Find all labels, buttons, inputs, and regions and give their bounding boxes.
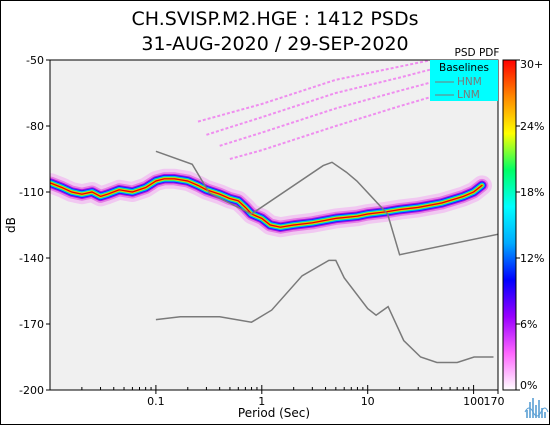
colorbar-tick-label: 12% [520,252,544,265]
spread-streak-3 [229,81,483,160]
legend-title: Baselines [439,62,489,74]
y-tick-label: -200 [19,384,44,397]
y-axis-label: dB [4,217,18,233]
spread-streak-2 [219,70,474,147]
x-tick-label: 170 [484,395,505,408]
spread-streak-1 [206,63,451,136]
x-tick-label: 1 [258,395,265,408]
y-tick-label: -80 [26,120,44,133]
legend-hnm-label: HNM [457,76,482,88]
y-tick-label: -110 [19,186,44,199]
colorbar-tick-label: 0% [520,379,537,392]
density-band-8 [50,178,483,228]
colorbar-ticks: 0% 6% 12% 18% 24% 30+ [516,58,544,392]
legend: Baselines HNM LNM [430,60,498,101]
colorbar-tick-label: 18% [520,186,544,199]
colorbar-tick-label: 24% [520,120,544,133]
pdf-density [50,60,492,238]
colorbar-tick-label: 6% [520,318,537,331]
spread-streak-0 [197,60,432,123]
x-axis-label: Period (Sec) [238,406,310,420]
y-tick-label: -140 [19,252,44,265]
colorbar-tick-label: 30+ [520,58,543,71]
chart-title-line1: CH.SVISP.M2.HGE : 1412 PSDs [132,8,419,30]
lnm-curve [155,259,494,364]
x-axis: 0.1 1 10 100 170 [49,385,505,408]
y-tick-label: -50 [26,54,44,67]
legend-lnm-label: LNM [457,89,480,101]
hnm-curve [155,150,498,256]
plot-border [49,59,499,391]
chart-title-line2: 31-AUG-2020 / 29-SEP-2020 [141,33,408,55]
x-tick-label: 100 [463,395,484,408]
x-tick-label: 0.1 [147,395,165,408]
waveform-logo [524,398,549,418]
x-tick-label: 10 [361,395,375,408]
y-tick-label: -170 [19,318,44,331]
y-axis: -50 -80 -110 -140 -170 -200 [19,54,50,397]
legend-box [430,60,498,101]
colorbar [502,59,517,391]
colorbar-title: PSD PDF [455,47,500,59]
baseline-curves [155,150,498,364]
